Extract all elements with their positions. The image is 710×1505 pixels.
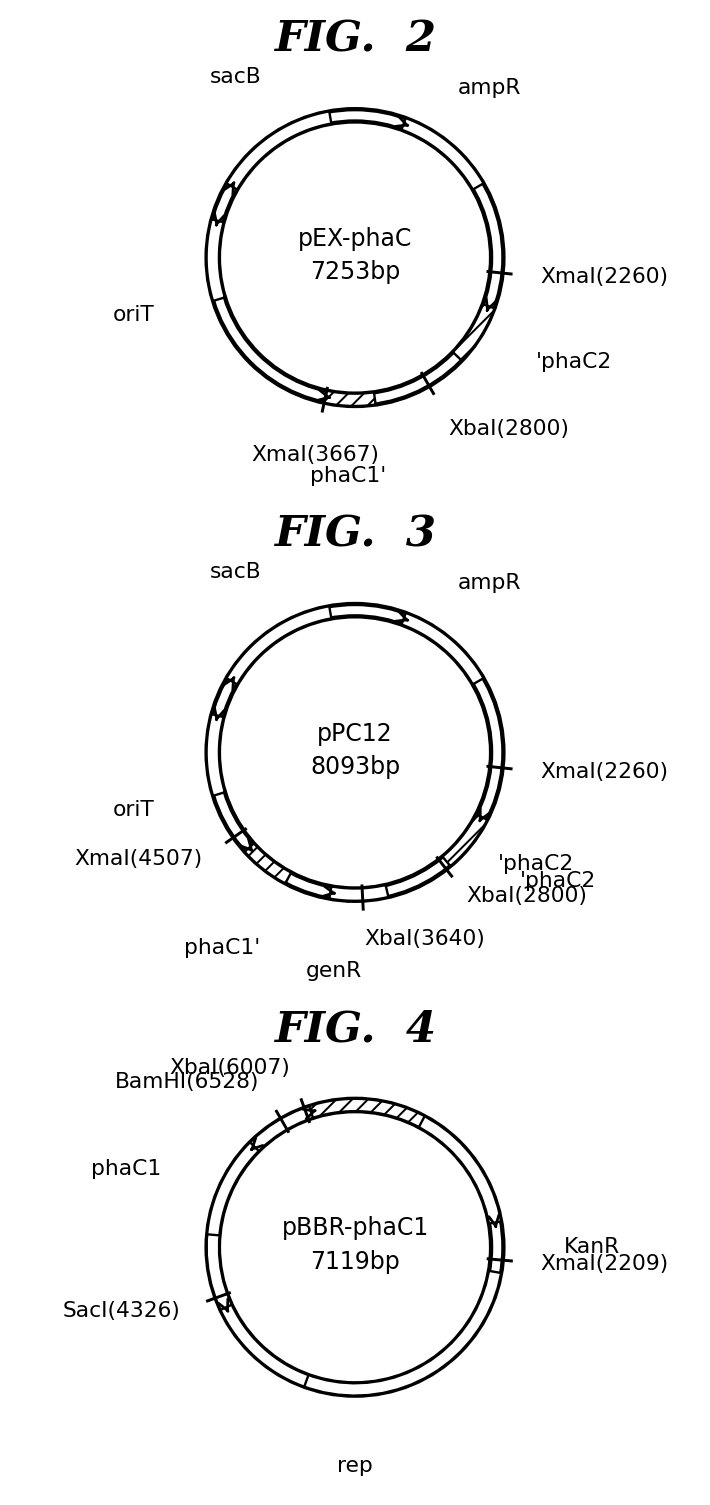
Text: 7253bp: 7253bp <box>310 260 400 284</box>
Text: sacB: sacB <box>209 66 261 87</box>
Polygon shape <box>207 1099 501 1395</box>
Text: phaC1': phaC1' <box>184 938 261 959</box>
Text: XbaI(2800): XbaI(2800) <box>466 885 588 906</box>
Text: 'phaC2: 'phaC2 <box>520 871 596 891</box>
Text: pPC12: pPC12 <box>317 721 393 745</box>
Text: XmaI(2209): XmaI(2209) <box>540 1254 669 1273</box>
Text: 7119bp: 7119bp <box>310 1249 400 1273</box>
Text: XbaI(2800): XbaI(2800) <box>448 418 569 439</box>
Text: BamHI(6528): BamHI(6528) <box>115 1072 259 1091</box>
Text: ampR: ampR <box>457 78 521 98</box>
Text: FIG.  3: FIG. 3 <box>274 513 436 555</box>
Text: oriT: oriT <box>113 306 155 325</box>
Text: 8093bp: 8093bp <box>310 754 400 778</box>
Text: phaC1': phaC1' <box>310 467 386 486</box>
Text: 'phaC2: 'phaC2 <box>535 352 612 372</box>
Polygon shape <box>226 111 332 190</box>
Polygon shape <box>221 1305 308 1386</box>
Polygon shape <box>309 1099 425 1127</box>
Polygon shape <box>402 613 484 685</box>
Polygon shape <box>207 220 225 301</box>
Text: oriT: oriT <box>113 801 155 820</box>
Polygon shape <box>324 391 376 406</box>
Text: KanR: KanR <box>564 1237 620 1257</box>
Text: XmaI(3667): XmaI(3667) <box>251 444 379 465</box>
Text: rep: rep <box>337 1455 373 1476</box>
Text: XmaI(4507): XmaI(4507) <box>75 849 202 870</box>
Polygon shape <box>329 885 388 901</box>
Polygon shape <box>453 304 494 361</box>
Text: SacI(4326): SacI(4326) <box>62 1300 180 1321</box>
Text: genR: genR <box>306 962 362 981</box>
Text: phaC1: phaC1 <box>92 1159 162 1178</box>
Polygon shape <box>442 814 487 867</box>
Text: XmaI(2260): XmaI(2260) <box>540 762 668 783</box>
Text: pEX-phaC: pEX-phaC <box>297 227 413 251</box>
Text: pBBR-phaC1: pBBR-phaC1 <box>281 1216 429 1240</box>
Text: XbaI(3640): XbaI(3640) <box>365 929 486 948</box>
Text: 'phaC2: 'phaC2 <box>498 855 574 874</box>
Text: XbaI(6007): XbaI(6007) <box>169 1058 290 1078</box>
Text: FIG.  2: FIG. 2 <box>274 18 436 60</box>
Polygon shape <box>226 607 332 685</box>
Polygon shape <box>207 713 225 796</box>
Polygon shape <box>402 119 484 190</box>
Text: sacB: sacB <box>209 561 261 581</box>
Text: XmaI(2260): XmaI(2260) <box>540 268 668 287</box>
Polygon shape <box>245 843 291 883</box>
Text: FIG.  4: FIG. 4 <box>274 1008 436 1050</box>
Polygon shape <box>207 1142 258 1236</box>
Text: ampR: ampR <box>457 573 521 593</box>
